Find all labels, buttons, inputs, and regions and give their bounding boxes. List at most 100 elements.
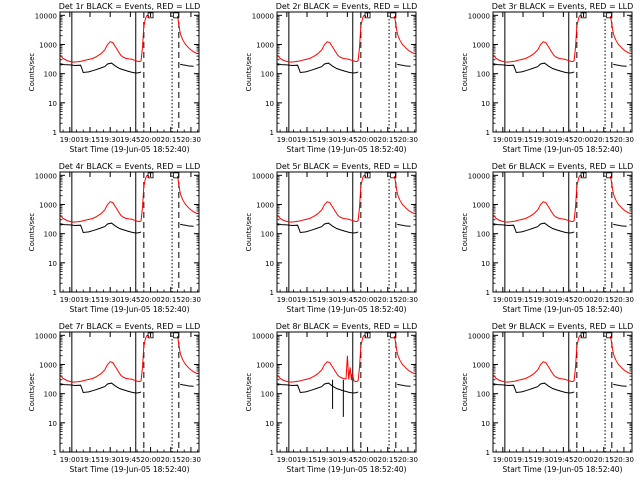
y-tick-label: 10	[481, 260, 490, 268]
panel-title: Det 7r BLACK = Events, RED = LLD	[59, 322, 201, 331]
y-tick-label: 100	[261, 231, 274, 239]
square-marker	[580, 332, 587, 339]
x-tick-label: 20:30	[181, 296, 201, 304]
y-tick-label: 1000	[472, 201, 490, 209]
x-tick-label: 19:00	[493, 456, 513, 464]
panel-title: Det 8r BLACK = Events, RED = LLD	[276, 322, 418, 331]
square-marker	[147, 332, 154, 339]
panel-title: Det 1r BLACK = Events, RED = LLD	[59, 2, 201, 11]
y-tick-label: 10	[265, 100, 274, 108]
x-axis-label: Start Time (19-Jun-05 18:52:40)	[503, 465, 623, 474]
black-series-events	[493, 382, 575, 394]
y-tick-label: 1	[270, 289, 274, 297]
panel-3: Det 3r BLACK = Events, RED = LLD Counts/s…	[461, 2, 634, 154]
x-axis-label: Start Time (19-Jun-05 18:52:40)	[287, 305, 407, 314]
x-tick-label: 19:45	[553, 136, 573, 144]
x-axis-label: Start Time (19-Jun-05 18:52:40)	[503, 305, 623, 314]
y-tick-label: 10	[481, 420, 490, 428]
y-axis-label: Counts/sec	[28, 53, 36, 92]
plot-frame	[59, 171, 200, 293]
y-tick-label: 10	[265, 420, 274, 428]
x-tick-label: 20:00	[573, 456, 593, 464]
y-tick-label: 1	[486, 129, 490, 137]
y-tick-label: 100	[44, 391, 57, 399]
y-tick-label: 100	[477, 231, 490, 239]
y-tick-label: 10	[265, 260, 274, 268]
black-series-events	[277, 62, 359, 74]
x-tick-label: 20:30	[398, 296, 418, 304]
x-tick-label: 20:00	[573, 136, 593, 144]
y-tick-label: 1000	[472, 41, 490, 49]
x-tick-label: 19:45	[337, 456, 357, 464]
x-tick-label: 19:00	[493, 136, 513, 144]
x-tick-label: 19:00	[277, 136, 297, 144]
x-tick-label: 20:00	[357, 136, 377, 144]
x-tick-label: 20:15	[161, 456, 181, 464]
y-tick-label: 10000	[252, 172, 274, 180]
black-series-events-tail	[180, 223, 194, 227]
panel-9: Det 9r BLACK = Events, RED = LLD Counts/s…	[461, 322, 634, 474]
black-series-events	[493, 62, 575, 74]
square-marker	[364, 12, 371, 19]
x-tick-label: 19:15	[513, 136, 533, 144]
x-tick-label: 20:30	[614, 296, 634, 304]
square-marker	[606, 12, 613, 19]
x-tick-label: 19:30	[317, 456, 337, 464]
y-tick-label: 1	[270, 129, 274, 137]
plot-frame	[276, 171, 417, 293]
red-series-lld	[277, 334, 367, 383]
x-tick-label: 19:45	[120, 296, 140, 304]
x-tick-label: 19:15	[297, 296, 317, 304]
x-axis-label: Start Time (19-Jun-05 18:52:40)	[70, 465, 190, 474]
plot-frame	[59, 11, 200, 133]
square-marker	[147, 172, 154, 179]
square-marker	[173, 332, 180, 339]
x-tick-label: 20:15	[594, 136, 614, 144]
black-series-events-tail	[613, 383, 627, 387]
black-series-events	[60, 382, 142, 394]
x-tick-label: 19:30	[100, 136, 120, 144]
x-tick-label: 20:15	[378, 136, 398, 144]
y-axis-label: Counts/sec	[245, 53, 253, 92]
square-marker	[364, 172, 371, 179]
y-tick-label: 10	[48, 420, 57, 428]
red-series-lld-tail	[610, 15, 631, 55]
x-tick-label: 19:15	[80, 456, 100, 464]
y-tick-label: 1000	[39, 41, 57, 49]
red-series-lld	[493, 174, 583, 223]
x-tick-label: 19:15	[513, 296, 533, 304]
panel-title: Det 4r BLACK = Events, RED = LLD	[59, 162, 201, 171]
x-tick-label: 20:00	[357, 296, 377, 304]
x-tick-label: 19:15	[80, 296, 100, 304]
y-tick-label: 10000	[35, 172, 57, 180]
square-marker	[390, 12, 397, 19]
x-tick-label: 20:30	[398, 456, 418, 464]
black-series-events	[277, 222, 359, 234]
x-tick-label: 19:45	[553, 456, 573, 464]
x-axis-label: Start Time (19-Jun-05 18:52:40)	[287, 465, 407, 474]
square-marker	[606, 172, 613, 179]
plot-frame	[492, 171, 633, 293]
red-series-lld	[60, 14, 150, 63]
y-axis-label: Counts/sec	[28, 373, 36, 412]
panel-title: Det 9r BLACK = Events, RED = LLD	[492, 322, 634, 331]
x-tick-label: 19:30	[533, 456, 553, 464]
x-tick-label: 19:30	[533, 136, 553, 144]
square-marker	[147, 12, 154, 19]
red-series-lld-tail	[177, 175, 198, 215]
x-tick-label: 19:15	[297, 136, 317, 144]
black-series-events	[277, 382, 359, 394]
red-series-lld-tail	[610, 335, 631, 375]
y-axis-label: Counts/sec	[28, 213, 36, 252]
panel-1: Det 1r BLACK = Events, RED = LLD Counts/s…	[28, 2, 201, 154]
plot-frame	[276, 331, 417, 453]
y-tick-label: 100	[261, 391, 274, 399]
x-tick-label: 20:30	[181, 456, 201, 464]
x-tick-label: 20:15	[594, 456, 614, 464]
red-series-lld-tail	[610, 175, 631, 215]
panel-6: Det 6r BLACK = Events, RED = LLD Counts/s…	[461, 162, 634, 314]
black-series-events-tail	[397, 223, 411, 227]
red-series-lld	[277, 14, 367, 63]
y-tick-label: 10000	[252, 332, 274, 340]
x-tick-label: 19:45	[553, 296, 573, 304]
